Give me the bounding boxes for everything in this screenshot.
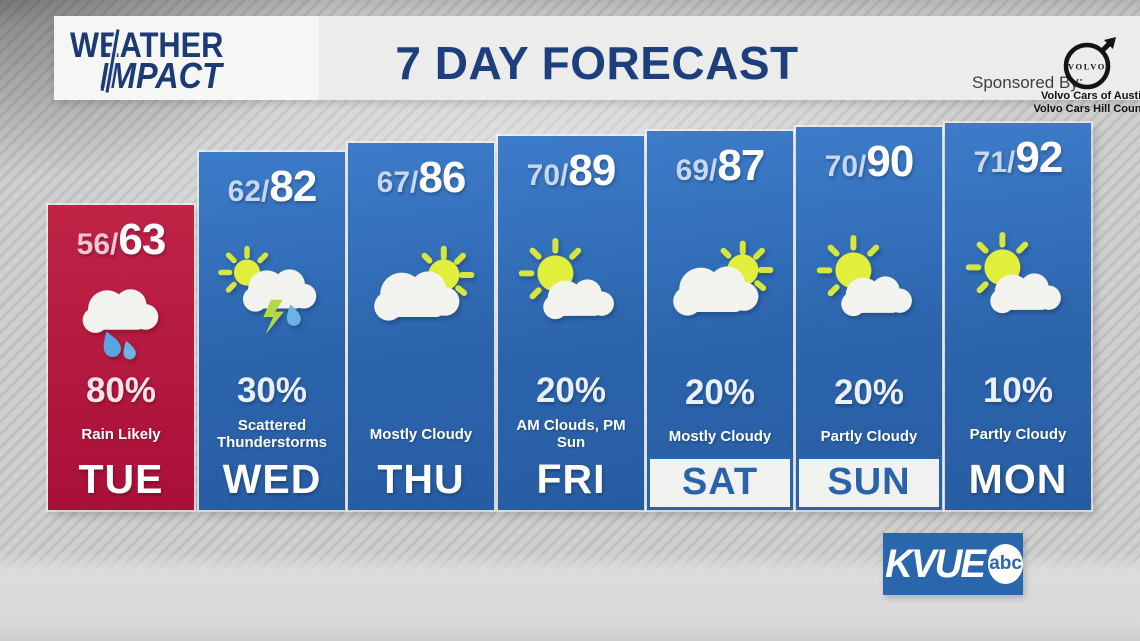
day-label: FRI — [536, 456, 606, 502]
sponsor-line-2: Volvo Cars Hill Country — [1033, 102, 1140, 115]
low-temp: 56 — [76, 228, 111, 261]
temperature-readout: 71/92 — [973, 133, 1064, 183]
temperature-readout: 69/87 — [675, 141, 766, 191]
low-temp: 62 — [227, 175, 262, 208]
day-label: MON — [968, 456, 1068, 502]
partly-sunny-icon — [796, 187, 942, 372]
day-label: WED — [222, 456, 322, 502]
high-temp: 90 — [866, 137, 914, 186]
low-temp: 70 — [526, 159, 561, 192]
volvo-logo-icon: VOLVO — [1063, 37, 1116, 90]
condition-text: Mostly Cloudy — [668, 427, 772, 445]
low-temp: 70 — [824, 150, 859, 183]
kvue-logo: KVUE abc — [883, 533, 1023, 595]
forecast-column-fri: 70/89 20% AM Clouds, PM Sun FRI — [498, 136, 644, 510]
precip-chance: 20% — [833, 373, 905, 412]
partly-sunny-icon — [498, 196, 644, 370]
forecast-column-tue: 56/63 80% Rain Likely TUE — [48, 205, 194, 510]
temperature-readout: 62/82 — [227, 162, 318, 212]
low-temp: 71 — [973, 146, 1008, 179]
high-temp: 89 — [568, 146, 616, 195]
mostly-cloudy-icon — [647, 191, 793, 372]
sponsor-dealer-names: Volvo Cars of Austin Volvo Cars Hill Cou… — [1012, 90, 1140, 115]
kvue-wordmark: KVUE — [885, 541, 986, 586]
low-temp: 67 — [376, 166, 411, 199]
condition-text: Partly Cloudy — [820, 427, 918, 445]
temperature-readout: 67/86 — [376, 153, 467, 203]
rain-cloud-icon — [48, 265, 194, 370]
temperature-readout: 70/90 — [824, 137, 915, 187]
thunderstorms-icon — [199, 212, 345, 370]
precip-chance: 20% — [535, 371, 607, 410]
forecast-column-wed: 62/82 30% Scattered Thunderstorms — [199, 152, 345, 510]
abc-network-icon: abc — [988, 544, 1023, 584]
temperature-readout: 56/63 — [76, 215, 167, 265]
temperature-readout: 70/89 — [526, 146, 617, 196]
condition-text: Rain Likely — [81, 425, 161, 443]
day-label: THU — [377, 456, 465, 502]
header-bar: WEATHER IMPACT 7 DAY FORECAST Sponsored … — [54, 16, 1140, 115]
condition-text: AM Clouds, PM Sun — [516, 417, 626, 451]
high-temp: 86 — [418, 153, 466, 202]
high-temp: 87 — [717, 141, 765, 190]
precip-chance: 20% — [684, 373, 756, 412]
condition-text: Scattered Thunderstorms — [216, 417, 327, 451]
forecast-column-sun: 70/90 20% Partly Cloudy SUN — [796, 127, 942, 510]
high-temp: 92 — [1015, 133, 1063, 182]
day-label: TUE — [78, 456, 164, 502]
condition-text: Partly Cloudy — [969, 425, 1067, 443]
forecast-column-thu: 67/86 Mostly Cloudy THU — [348, 143, 494, 510]
high-temp: 63 — [118, 215, 166, 264]
mostly-cloudy-icon — [348, 203, 494, 370]
high-temp: 82 — [269, 162, 317, 211]
forecast-column-mon: 71/92 10% Partly Cloudy MON — [945, 123, 1091, 510]
forecast-column-sat: 69/87 20% Mostly Cloudy SAT — [647, 131, 793, 510]
precip-chance: 80% — [85, 371, 157, 410]
condition-text: Mostly Cloudy — [369, 425, 473, 443]
low-temp: 69 — [675, 154, 710, 187]
precip-chance: 30% — [236, 371, 308, 410]
day-label-weekend: SUN — [796, 456, 942, 510]
precip-chance: 10% — [982, 371, 1054, 410]
day-label-weekend: SAT — [647, 456, 793, 510]
partly-sunny-icon — [945, 183, 1091, 370]
volvo-wordmark: VOLVO — [1068, 62, 1106, 72]
sponsor-line-1: Volvo Cars of Austin — [1041, 90, 1140, 102]
